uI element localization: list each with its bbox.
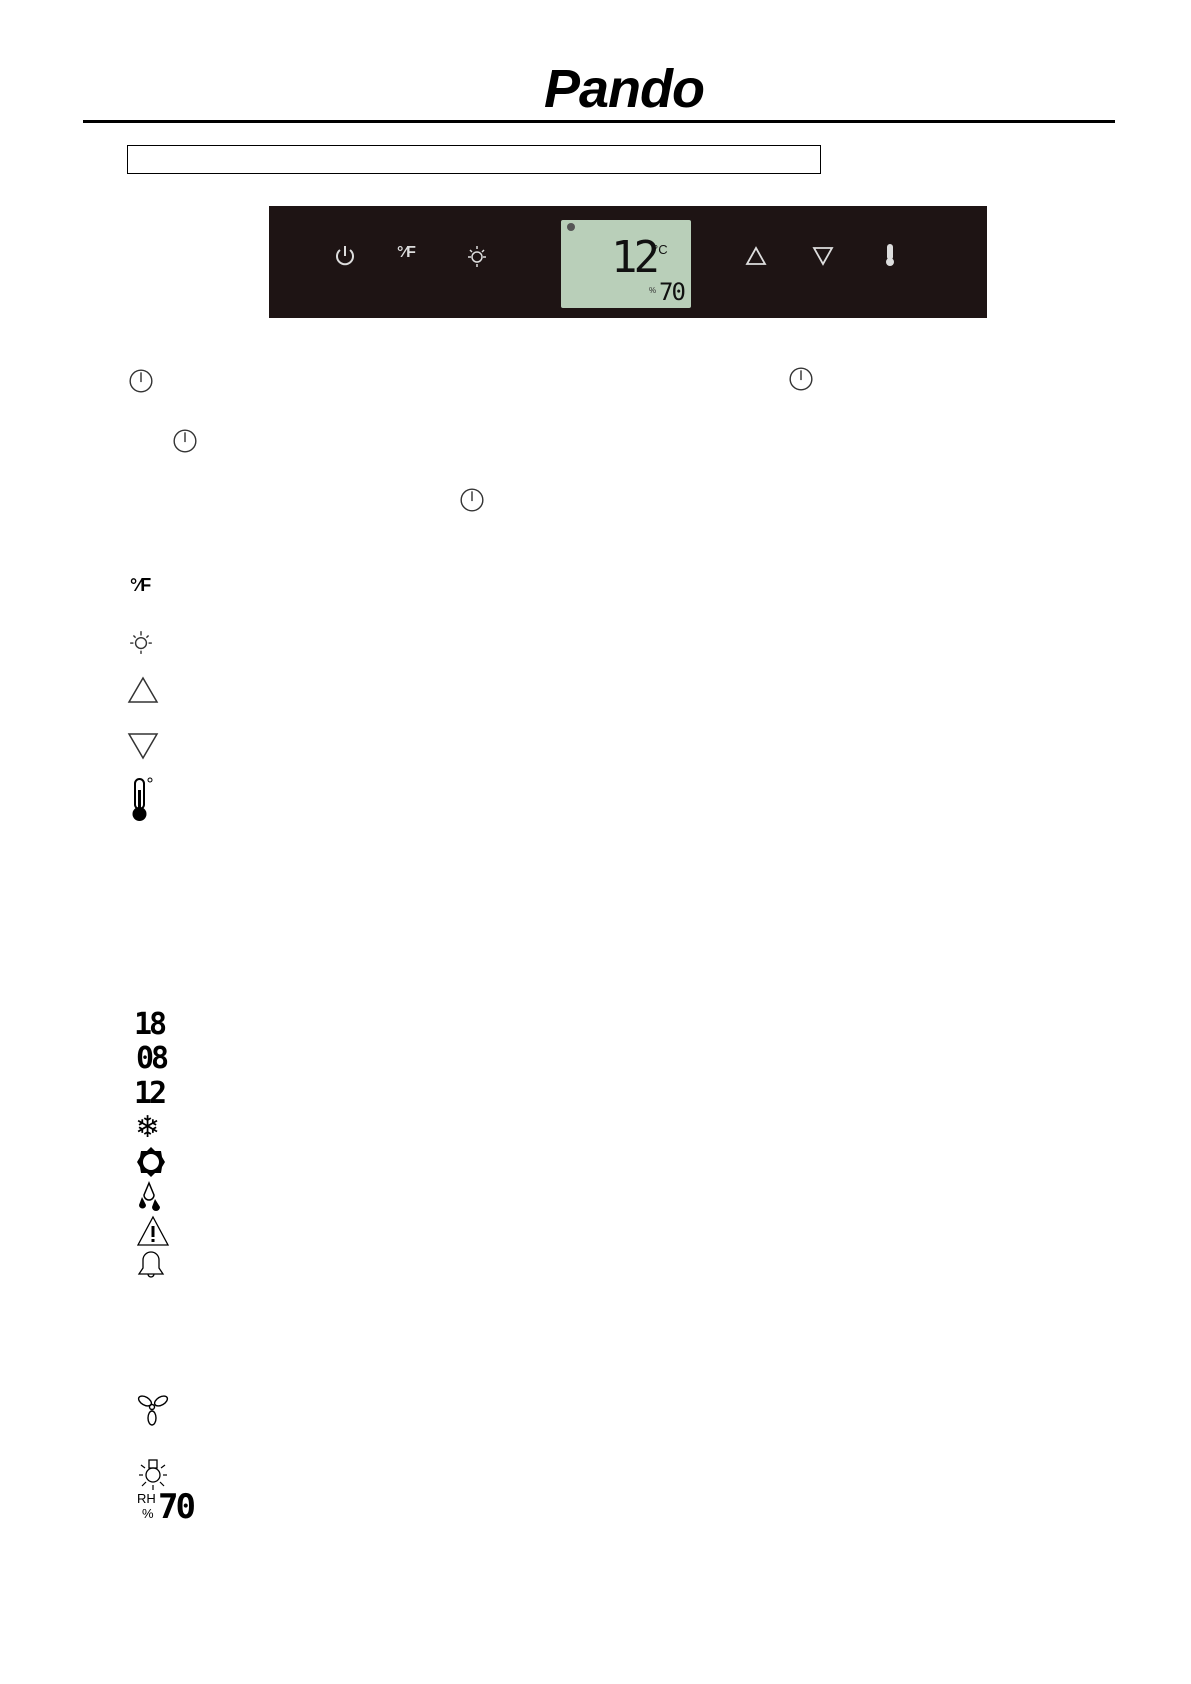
humidity-value: 70 [659, 278, 686, 306]
header-rule [83, 120, 1115, 123]
digits-12-icon: 12 [134, 1076, 167, 1111]
temperature-value: 12 [611, 232, 660, 283]
light-icon [468, 246, 486, 267]
power-icon [129, 369, 153, 393]
bell-icon [137, 1251, 165, 1278]
digits-18-icon: 18 [134, 1007, 167, 1042]
temperature-unit: °C [653, 242, 668, 257]
power-icon [460, 488, 484, 512]
snowflake-indicator-icon [567, 223, 575, 231]
up-button[interactable] [745, 246, 767, 266]
sun-icon [137, 1147, 165, 1177]
humidity-button[interactable] [883, 242, 897, 268]
humidity-digits-icon: 70 [158, 1487, 196, 1527]
percent-label: % [142, 1506, 154, 1521]
digits-08-icon: 08 [136, 1041, 169, 1076]
light-icon [139, 1459, 167, 1490]
power-button[interactable] [333, 244, 357, 268]
light-icon [130, 631, 152, 654]
humidity-unit: % [649, 286, 657, 295]
warning-icon [136, 1215, 170, 1246]
celsius-fahrenheit-icon: °⁄F [397, 244, 416, 261]
unit-toggle-button[interactable]: °⁄F [397, 244, 416, 262]
snowflake-icon: ❄ [135, 1111, 161, 1144]
pando-logo: Pando [543, 59, 705, 119]
rh-label: RH [137, 1491, 156, 1506]
down-button[interactable] [812, 246, 834, 266]
triangle-down-icon [812, 247, 834, 266]
fan-icon [137, 1395, 169, 1426]
light-button[interactable] [465, 244, 489, 268]
control-panel: °⁄F 12 °C % 70 [269, 206, 987, 318]
thermometer-icon [886, 244, 894, 266]
triangle-up-icon [127, 676, 159, 703]
thermometer-icon [132, 777, 153, 821]
celsius-fahrenheit-icon: °⁄F [130, 575, 152, 595]
power-icon [789, 367, 813, 391]
power-icon [173, 429, 197, 453]
empty-title-box [127, 145, 821, 174]
lcd-display: 12 °C % 70 [561, 220, 691, 308]
triangle-up-icon [745, 246, 767, 265]
water-drops-icon [139, 1181, 160, 1211]
triangle-down-icon [127, 733, 159, 760]
power-icon [336, 246, 354, 266]
